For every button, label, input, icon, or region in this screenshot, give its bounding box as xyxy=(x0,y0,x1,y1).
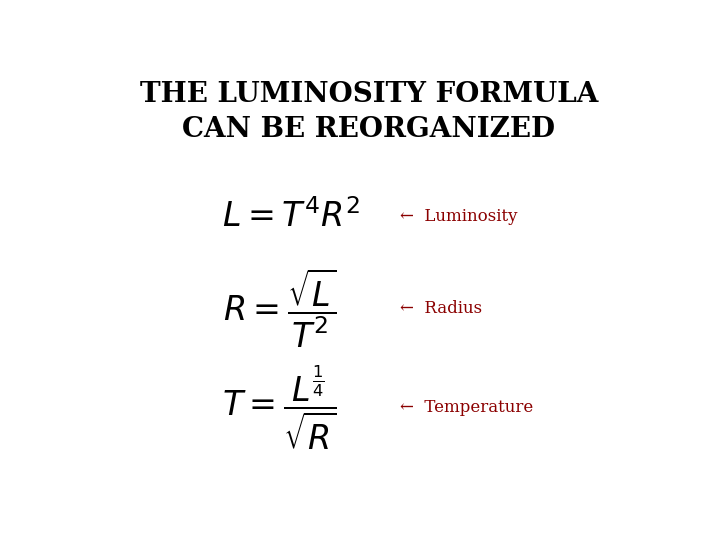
Text: $R = \dfrac{\sqrt{L}}{T^2}$: $R = \dfrac{\sqrt{L}}{T^2}$ xyxy=(223,266,336,350)
Text: ←  Radius: ← Radius xyxy=(400,300,482,316)
Text: ←  Luminosity: ← Luminosity xyxy=(400,208,517,225)
Text: $L = T^4 R^2$: $L = T^4 R^2$ xyxy=(222,199,360,234)
Text: THE LUMINOSITY FORMULA
CAN BE REORGANIZED: THE LUMINOSITY FORMULA CAN BE REORGANIZE… xyxy=(140,82,598,143)
Text: ←  Temperature: ← Temperature xyxy=(400,400,533,416)
Text: $T = \dfrac{L^{\frac{1}{4}}}{\sqrt{R}}$: $T = \dfrac{L^{\frac{1}{4}}}{\sqrt{R}}$ xyxy=(222,363,337,452)
